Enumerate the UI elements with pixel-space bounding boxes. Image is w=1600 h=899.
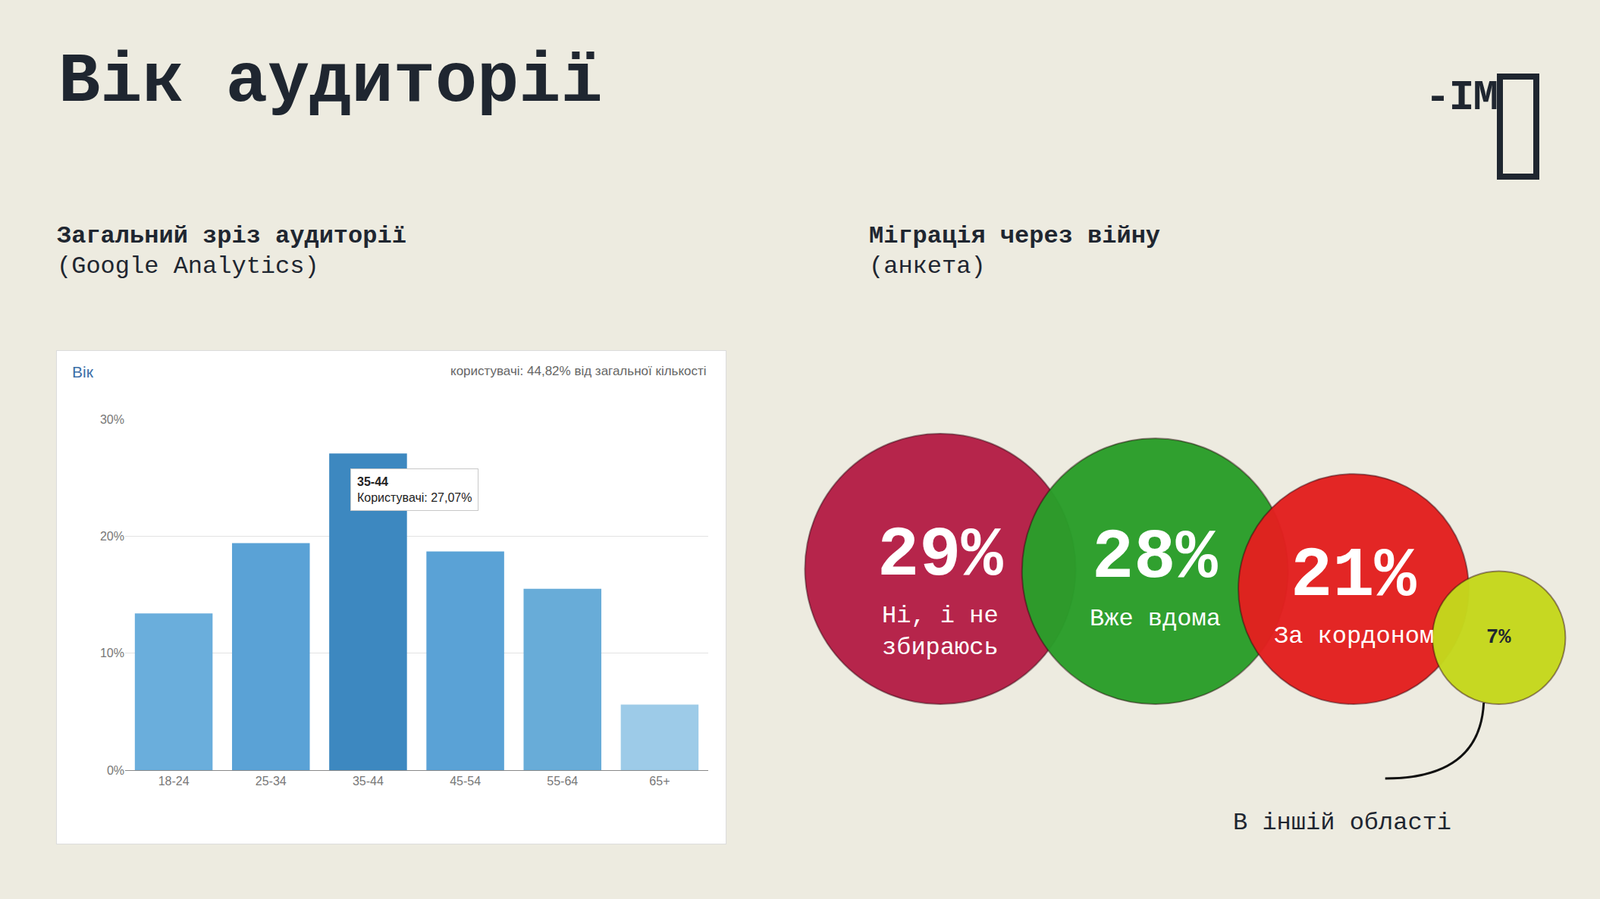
svg-text:28%: 28% — [1091, 518, 1218, 599]
svg-text:Вік: Вік — [72, 363, 95, 381]
svg-text:Ні, і незбираюсь: Ні, і незбираюсь — [881, 602, 999, 662]
svg-text:21%: 21% — [1290, 536, 1417, 617]
html-text:-ІМ: -ІМ — [1424, 73, 1497, 123]
svg-text:20%: 20% — [100, 530, 125, 543]
svg-text:35-44Користувачі: 27,07%: 35-44Користувачі: 27,07% — [357, 475, 472, 505]
svg-text:В іншій області: В іншій області — [1232, 809, 1452, 838]
svg-text:45-54: 45-54 — [449, 774, 481, 788]
svg-text:користувачі: 44,82% від загаль: користувачі: 44,82% від загальної кілько… — [450, 363, 707, 379]
svg-text:30%: 30% — [100, 413, 125, 427]
html-text:Міграція через війну: Міграція через війну — [869, 222, 1161, 251]
html-text:(анкета): (анкета) — [869, 252, 986, 281]
svg-text:65+: 65+ — [649, 774, 670, 788]
svg-text:25-34: 25-34 — [255, 774, 287, 788]
svg-text:10%: 10% — [100, 646, 125, 660]
svg-text:18-24: 18-24 — [158, 774, 190, 788]
svg-text:7%: 7% — [1486, 626, 1512, 650]
svg-text:29%: 29% — [877, 516, 1004, 597]
html-text:Загальний зріз аудиторії: Загальний зріз аудиторії — [56, 222, 407, 251]
svg-text:Вже вдома: Вже вдома — [1089, 605, 1221, 634]
html-text:(Google Analytics): (Google Analytics) — [56, 252, 320, 281]
svg-text:55-64: 55-64 — [546, 774, 578, 788]
html-text:Вік аудиторії: Вік аудиторії — [58, 42, 603, 123]
svg-text:0%: 0% — [106, 764, 125, 778]
svg-text:За кордоном: За кордоном — [1273, 622, 1434, 651]
svg-text:35-44: 35-44 — [352, 774, 384, 788]
